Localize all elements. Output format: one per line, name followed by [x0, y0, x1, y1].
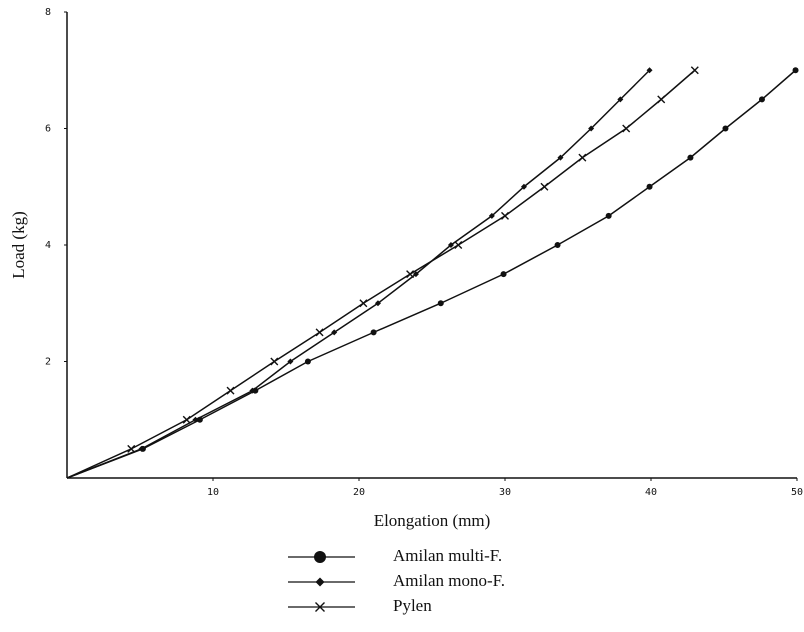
- x-axis-label: Elongation (mm): [374, 511, 491, 530]
- point: [605, 212, 612, 219]
- point: [447, 242, 454, 248]
- x-tick-label: 50: [791, 487, 803, 498]
- point: [488, 212, 495, 219]
- point: [657, 95, 666, 104]
- y-tick-label: 2: [45, 357, 51, 368]
- point: [374, 300, 381, 307]
- legend-marker: [315, 577, 325, 587]
- point: [454, 241, 463, 249]
- x-tick-label: 30: [499, 487, 511, 498]
- point: [588, 125, 595, 132]
- point: [578, 153, 587, 162]
- series-line: [66, 69, 651, 479]
- point: [331, 329, 338, 336]
- y-tick-label: 4: [45, 240, 51, 251]
- point: [138, 445, 145, 452]
- point: [687, 154, 694, 161]
- point: [287, 358, 294, 365]
- point: [646, 67, 653, 74]
- point: [226, 386, 235, 395]
- point: [520, 183, 527, 190]
- point: [370, 329, 377, 336]
- point: [557, 154, 564, 161]
- point: [127, 444, 136, 453]
- y-axis-label: Load (kg): [9, 211, 28, 279]
- point: [437, 300, 444, 307]
- series-line: [66, 69, 696, 479]
- point: [540, 182, 549, 191]
- point: [270, 357, 279, 366]
- point: [501, 211, 509, 220]
- point: [182, 415, 191, 424]
- point: [315, 328, 324, 337]
- legend-label: Amilan mono-F.: [393, 571, 505, 590]
- point: [500, 271, 507, 278]
- point: [249, 387, 256, 394]
- point: [646, 183, 653, 190]
- point: [622, 124, 631, 133]
- x-tick-label: 20: [353, 487, 365, 498]
- point: [359, 299, 368, 308]
- series-line: [66, 69, 797, 479]
- y-tick-label: 8: [45, 7, 51, 18]
- x-tick-label: 40: [645, 487, 657, 498]
- point: [406, 270, 415, 279]
- x-tick-label: 10: [207, 487, 219, 498]
- legend-label: Amilan multi-F.: [393, 546, 502, 565]
- point: [722, 125, 729, 132]
- point: [792, 67, 799, 74]
- point: [617, 96, 624, 103]
- y-tick-label: 6: [45, 124, 51, 135]
- point: [192, 416, 199, 423]
- legend-marker: [315, 602, 325, 612]
- point: [554, 242, 561, 248]
- point: [690, 66, 699, 75]
- point: [412, 271, 419, 278]
- legend-label: Pylen: [393, 596, 432, 615]
- legend-marker: [314, 551, 326, 563]
- point: [304, 358, 311, 365]
- point: [758, 96, 765, 103]
